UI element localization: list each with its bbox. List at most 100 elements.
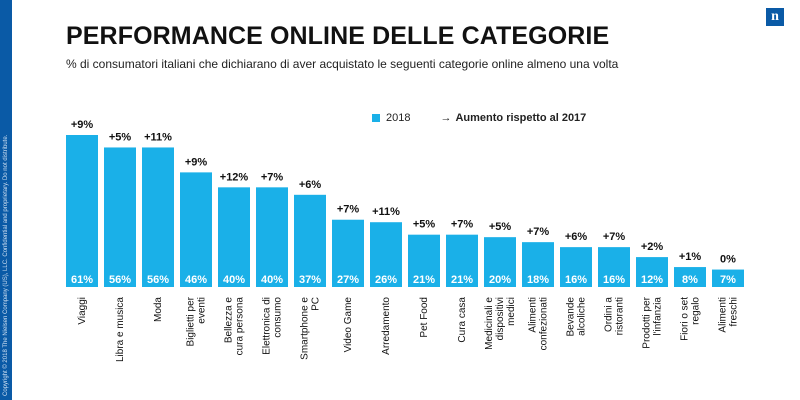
category-label-line: Medicinali e xyxy=(484,297,495,350)
increase-label: +9% xyxy=(185,156,208,168)
bar xyxy=(484,237,516,287)
bar-value-label: 40% xyxy=(261,274,283,286)
bar xyxy=(712,269,744,287)
nielsen-logo-icon: n xyxy=(766,8,784,26)
category-label: Arredamento xyxy=(381,297,392,355)
category-label-line: PC xyxy=(311,297,322,311)
bar xyxy=(370,222,402,287)
bar xyxy=(218,187,250,287)
increase-label: +2% xyxy=(641,241,664,253)
category-label-line: alcoliche xyxy=(577,297,588,336)
increase-label: +11% xyxy=(372,206,400,218)
legend-swatch-icon xyxy=(372,114,380,122)
category-label-line: Cura casa xyxy=(457,297,468,343)
category-label-line: Alimenti xyxy=(718,297,729,333)
bar-value-label: 21% xyxy=(451,274,473,286)
bar-value-label: 37% xyxy=(299,274,321,286)
category-label: Alimenti confezionati xyxy=(528,297,550,350)
bar-value-label: 46% xyxy=(185,274,207,286)
bar xyxy=(446,234,478,287)
category-label-line: Smartphone e xyxy=(300,297,311,360)
category-label: Video Game xyxy=(343,297,354,353)
increase-label: +12% xyxy=(220,171,249,183)
bar-value-label: 18% xyxy=(527,274,549,286)
category-label: Ordini a ristoranti xyxy=(604,297,626,336)
bar-value-label: 56% xyxy=(109,274,131,286)
category-label: Bellezza e cura persona xyxy=(224,297,246,356)
category-label-line: Fiori o set xyxy=(680,297,691,341)
bar-value-label: 27% xyxy=(337,274,359,286)
category-label-line: Bevande xyxy=(566,297,577,337)
bar xyxy=(180,172,212,287)
bar-value-label: 7% xyxy=(720,274,736,286)
bar xyxy=(256,187,288,287)
increase-label: +5% xyxy=(109,131,132,143)
category-label-line: Ordini a xyxy=(604,297,615,332)
category-label-line: Elettronica di xyxy=(262,297,273,355)
bar-value-label: 26% xyxy=(375,274,397,286)
bar-value-label: 40% xyxy=(223,274,245,286)
category-label-line: Viaggi xyxy=(77,297,88,325)
bar xyxy=(142,147,174,287)
bar xyxy=(294,194,326,287)
increase-label: +7% xyxy=(261,171,284,183)
category-label: Moda xyxy=(153,297,164,322)
category-label-line: Moda xyxy=(153,297,164,322)
increase-label: +5% xyxy=(489,221,512,233)
category-label-line: Bellezza e xyxy=(224,297,235,344)
arrow-right-icon: → xyxy=(440,112,452,124)
category-label: Libra e musica xyxy=(115,297,126,362)
bar xyxy=(66,135,98,287)
category-label-line: confezionati xyxy=(539,297,550,350)
category-label: Cura casa xyxy=(457,297,468,343)
increase-label: +7% xyxy=(527,226,550,238)
bar-value-label: 61% xyxy=(71,274,93,286)
category-label-line: Video Game xyxy=(343,297,354,353)
bar xyxy=(522,242,554,287)
legend-increase-label: Aumento rispetto al 2017 xyxy=(455,112,587,124)
category-label-line: Biglietti per xyxy=(186,296,197,346)
increase-label: +5% xyxy=(413,219,436,231)
bar-value-label: 8% xyxy=(682,274,698,286)
category-label: Fiori o set regalo xyxy=(680,297,702,341)
category-label: Viaggi xyxy=(77,297,88,325)
bar xyxy=(104,147,136,287)
category-label-line: consumo xyxy=(273,297,284,338)
category-label: Elettronica di consumo xyxy=(262,297,284,355)
increase-label: +6% xyxy=(299,179,322,191)
bar xyxy=(408,234,440,287)
bar xyxy=(560,247,592,287)
increase-label: +7% xyxy=(451,219,474,231)
bar xyxy=(636,257,668,287)
page-title: PERFORMANCE ONLINE DELLE CATEGORIE xyxy=(66,22,610,50)
category-label-line: l'infanzia xyxy=(653,297,664,336)
category-label: Bevande alcoliche xyxy=(566,297,588,337)
increase-label: 0% xyxy=(720,254,736,266)
category-label-line: Pet Food xyxy=(419,297,430,338)
bar-value-label: 16% xyxy=(603,274,625,286)
category-label-line: eventi xyxy=(197,297,208,324)
category-label-line: Arredamento xyxy=(381,297,392,355)
category-label-line: Prodotti per xyxy=(642,296,653,348)
chart-legend: 2018 → Aumento rispetto al 2017 xyxy=(372,112,586,124)
category-label-line: dispositivi xyxy=(495,297,506,340)
category-label-line: regalo xyxy=(691,297,702,325)
bar-value-label: 20% xyxy=(489,274,511,286)
page-subtitle: % di consumatori italiani che dichiarano… xyxy=(66,57,619,71)
brand-side-bar: Copyright © 2018 The Nielsen Company (US… xyxy=(0,0,12,400)
category-label-line: cura persona xyxy=(235,297,246,356)
category-label: Alimenti freschi xyxy=(718,297,740,333)
bar xyxy=(598,247,630,287)
bar xyxy=(332,219,364,287)
increase-label: +9% xyxy=(71,119,94,131)
category-label: Prodotti per l'infanzia xyxy=(642,296,664,348)
category-label-line: Alimenti xyxy=(528,297,539,333)
category-label-line: medici xyxy=(506,297,517,326)
category-label-line: Libra e musica xyxy=(115,297,126,362)
category-label: Pet Food xyxy=(419,297,430,338)
category-label: Medicinali e dispositivi medici xyxy=(484,297,517,350)
category-label-line: freschi xyxy=(729,297,740,326)
category-label: Biglietti per eventi xyxy=(186,296,208,346)
increase-label: +11% xyxy=(144,131,172,143)
bar-value-label: 12% xyxy=(641,274,663,286)
